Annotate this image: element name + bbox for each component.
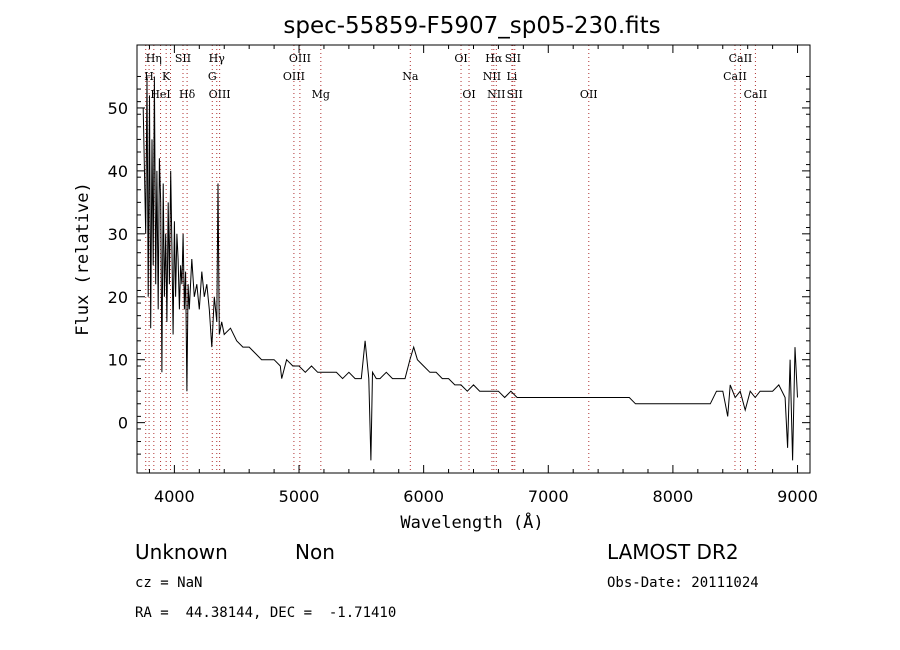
x-tick-label: 8000 — [653, 487, 694, 506]
y-tick-label: 40 — [108, 162, 128, 181]
redshift-cz: cz = NaN — [135, 575, 203, 591]
line-label: G — [208, 70, 217, 83]
plot-frame — [136, 44, 811, 474]
line-label: Hα — [485, 52, 503, 65]
line-label: K — [162, 70, 171, 83]
y-tick-label: 0 — [118, 414, 128, 433]
y-tick-label: 50 — [108, 99, 128, 118]
line-label: CaII — [744, 88, 768, 101]
line-label: OIII — [283, 70, 305, 83]
line-label: SII — [507, 88, 523, 101]
object-class: Unknown — [135, 540, 228, 564]
chart-title: spec-55859-F5907_sp05-230.fits — [283, 13, 660, 39]
line-label: Hδ — [179, 88, 196, 101]
x-tick-label: 7000 — [528, 487, 569, 506]
line-label: OIII — [289, 52, 311, 65]
emission-line-markers — [145, 45, 756, 473]
line-label: Hη — [146, 52, 162, 65]
y-tick-label: 30 — [108, 225, 128, 244]
line-label: OII — [580, 88, 598, 101]
line-label: HeI — [150, 88, 170, 101]
line-label: Na — [402, 70, 419, 83]
line-label: Mg — [312, 88, 330, 101]
observation-date: Obs-Date: 20111024 — [607, 575, 759, 591]
line-label: SII — [175, 52, 191, 65]
x-axis-ticks: 4000 5000 6000 7000 8000 9000 — [148, 45, 818, 506]
line-label: OI — [454, 52, 467, 65]
spectrum-line — [142, 76, 798, 461]
y-axis-ticks: 0 10 20 30 40 50 — [108, 75, 810, 455]
survey-name: LAMOST DR2 — [607, 540, 739, 564]
object-subclass: Non — [295, 540, 335, 564]
line-label: CaII — [729, 52, 753, 65]
spectrum-chart: spec-55859-F5907_sp05-230.fits Hη SII Hγ OI… — [73, 13, 818, 533]
x-tick-label: 4000 — [154, 487, 195, 506]
line-label: OIII — [209, 88, 231, 101]
y-tick-label: 10 — [108, 351, 128, 370]
line-label: NII — [483, 70, 501, 83]
line-label: H — [144, 70, 154, 83]
line-label: Hγ — [209, 52, 226, 65]
line-label: CaII — [723, 70, 747, 83]
y-tick-label: 20 — [108, 288, 128, 307]
x-axis-label: Wavelength (Å) — [400, 511, 543, 533]
y-axis-label: Flux (relative) — [73, 182, 93, 336]
x-tick-label: 6000 — [403, 487, 444, 506]
line-label: OI — [462, 88, 475, 101]
line-label: Li — [506, 70, 517, 83]
line-label: NII — [487, 88, 505, 101]
x-tick-label: 5000 — [279, 487, 320, 506]
line-label: SII — [505, 52, 521, 65]
coordinates: RA = 44.38144, DEC = -1.71410 — [135, 605, 397, 621]
x-tick-label: 9000 — [777, 487, 818, 506]
